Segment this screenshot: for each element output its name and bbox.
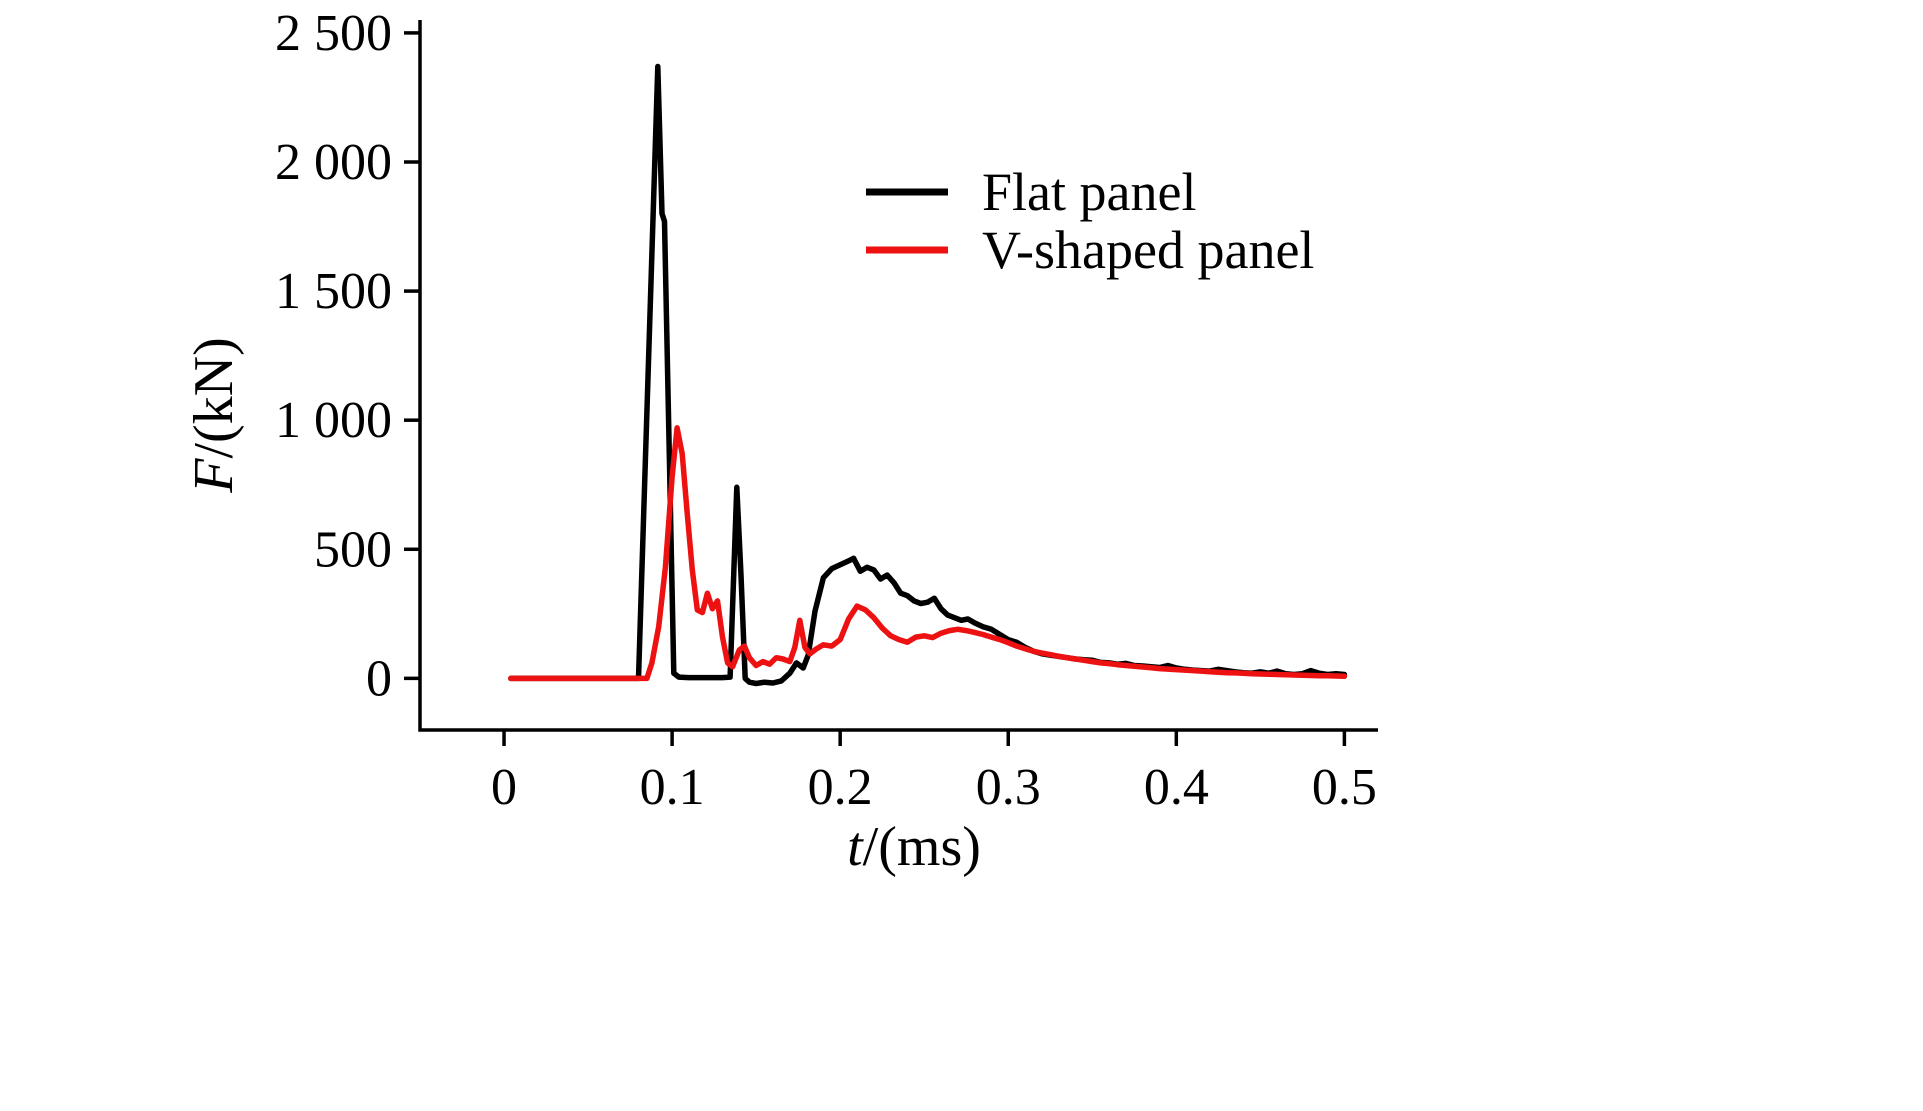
- x-axis-title: t/(ms): [847, 816, 981, 878]
- x-tick-label: 0: [491, 759, 517, 816]
- x-tick-label: 0.4: [1144, 759, 1209, 816]
- series-line-v-shaped-panel: [508, 425, 1348, 682]
- y-tick-label: 2 000: [275, 134, 392, 191]
- y-tick-label: 500: [314, 521, 392, 578]
- x-tick-label: 0.1: [640, 759, 705, 816]
- legend-label: Flat panel: [982, 162, 1196, 222]
- x-tick-label: 0.5: [1312, 759, 1377, 816]
- legend-label: V-shaped panel: [982, 220, 1314, 280]
- x-tick-label: 0.2: [808, 759, 873, 816]
- y-tick-label: 2 500: [275, 5, 392, 62]
- axis-lines: [418, 20, 1378, 732]
- y-tick-label: 1 500: [275, 263, 392, 320]
- y-tick-label: 1 000: [275, 392, 392, 449]
- y-axis-title: F/(kN): [183, 337, 245, 494]
- x-tick-label: 0.3: [976, 759, 1041, 816]
- y-tick-label: 0: [366, 650, 392, 707]
